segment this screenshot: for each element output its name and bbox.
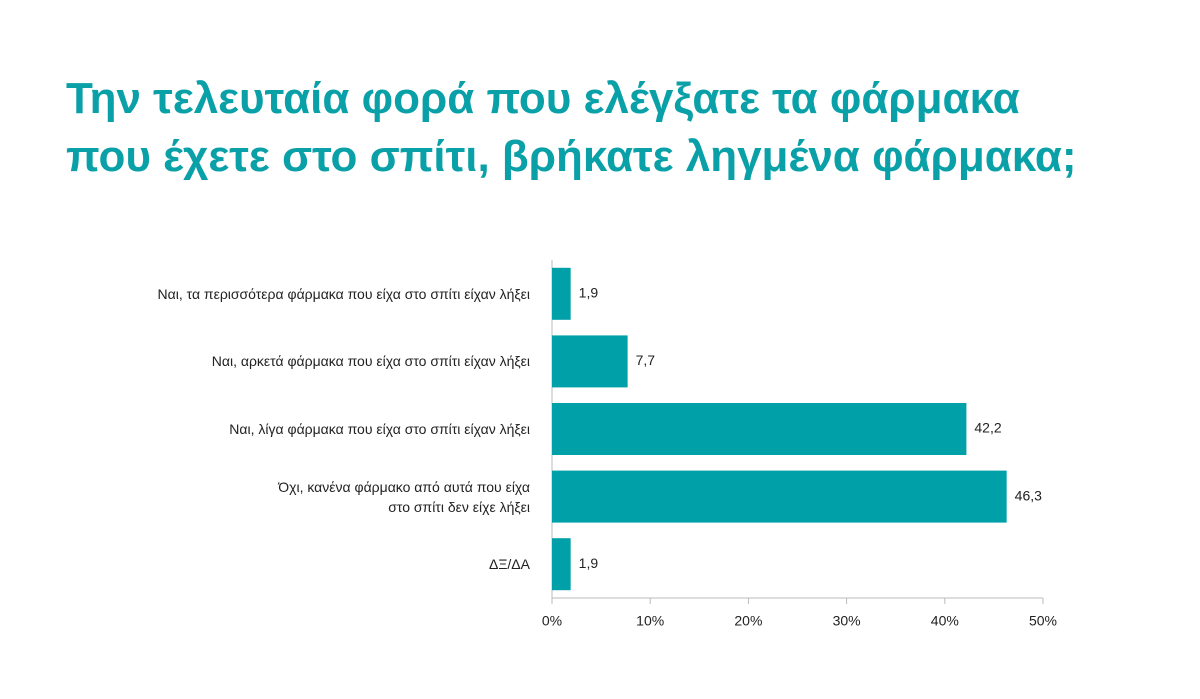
bar: [552, 538, 571, 591]
y-tick-label: Όχι, κανένα φάρμακο από αυτά που είχα στ…: [278, 478, 530, 515]
value-label: 7,7: [636, 352, 656, 368]
x-tick-label: 50%: [1029, 613, 1057, 629]
y-tick-label: Ναι, λίγα φάρμακα που είχα στο σπίτι είχ…: [229, 421, 530, 437]
x-tick-label: 40%: [931, 613, 959, 629]
chart-title: Την τελευταία φορά που ελέγξατε τα φάρμα…: [66, 74, 1077, 181]
x-tick-label: 0%: [542, 613, 562, 629]
x-tick-label: 20%: [734, 613, 762, 629]
bar: [552, 335, 628, 388]
value-label: 1,9: [579, 285, 599, 301]
x-tick-label: 30%: [833, 613, 861, 629]
x-tick-label: 10%: [636, 613, 664, 629]
y-tick-label: Ναι, τα περισσότερα φάρμακα που είχα στο…: [157, 285, 530, 302]
bar: [552, 403, 967, 455]
value-label: 1,9: [579, 555, 599, 571]
value-label: 46,3: [1015, 487, 1042, 503]
bar: [552, 267, 571, 320]
bar: [552, 470, 1007, 523]
value-label: 42,2: [974, 420, 1001, 436]
y-tick-label: ΔΞ/ΔΑ: [488, 556, 530, 573]
y-tick-label: Ναι, αρκετά φάρμακα που είχα στο σπίτι ε…: [211, 353, 530, 370]
